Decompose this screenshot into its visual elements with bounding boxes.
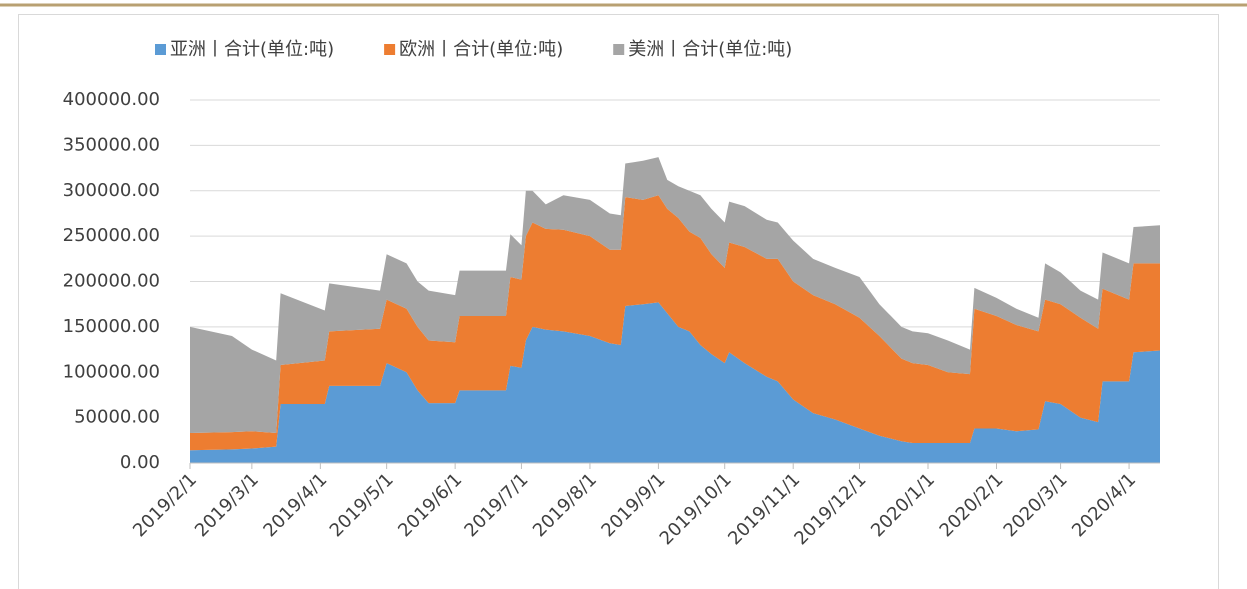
- x-tick-label: 2019/7/1: [460, 469, 532, 541]
- x-tick-label: 2020/1/1: [867, 469, 939, 541]
- y-tick-label: 0.00: [120, 452, 160, 473]
- y-tick-label: 100000.00: [63, 361, 160, 382]
- legend-label: 亚洲丨合计(单位:吨): [170, 39, 334, 60]
- legend-swatch: [613, 44, 625, 55]
- x-tick-label: 2019/6/1: [394, 469, 466, 541]
- x-tick-label: 2020/3/1: [1000, 469, 1072, 541]
- x-tick-label: 2019/2/1: [129, 469, 201, 541]
- y-tick-label: 300000.00: [63, 180, 160, 201]
- y-tick-label: 50000.00: [74, 407, 160, 428]
- x-tick-label: 2019/10/1: [656, 469, 736, 549]
- area: [190, 302, 1160, 463]
- legend-label: 美洲丨合计(单位:吨): [628, 39, 792, 60]
- legend-label: 欧洲丨合计(单位:吨): [399, 39, 563, 60]
- y-tick-label: 350000.00: [63, 134, 160, 155]
- x-tick-label: 2019/12/1: [790, 469, 870, 549]
- x-tick-label: 2020/4/1: [1068, 469, 1140, 541]
- y-tick-label: 400000.00: [63, 89, 160, 110]
- legend-swatch: [384, 44, 396, 55]
- area: [190, 157, 1160, 434]
- x-tick-label: 2019/3/1: [191, 469, 263, 541]
- x-tick-label: 2019/4/1: [259, 469, 331, 541]
- legend-swatch: [155, 44, 166, 55]
- area: [190, 195, 1160, 451]
- y-tick-label: 200000.00: [63, 271, 160, 292]
- chart-frame: [18, 14, 1219, 589]
- x-tick-label: 2020/2/1: [936, 469, 1008, 541]
- y-tick-label: 150000.00: [63, 316, 160, 337]
- y-tick-label: 250000.00: [63, 225, 160, 246]
- x-tick-label: 2019/8/1: [529, 469, 601, 541]
- x-tick-label: 2019/5/1: [326, 469, 398, 541]
